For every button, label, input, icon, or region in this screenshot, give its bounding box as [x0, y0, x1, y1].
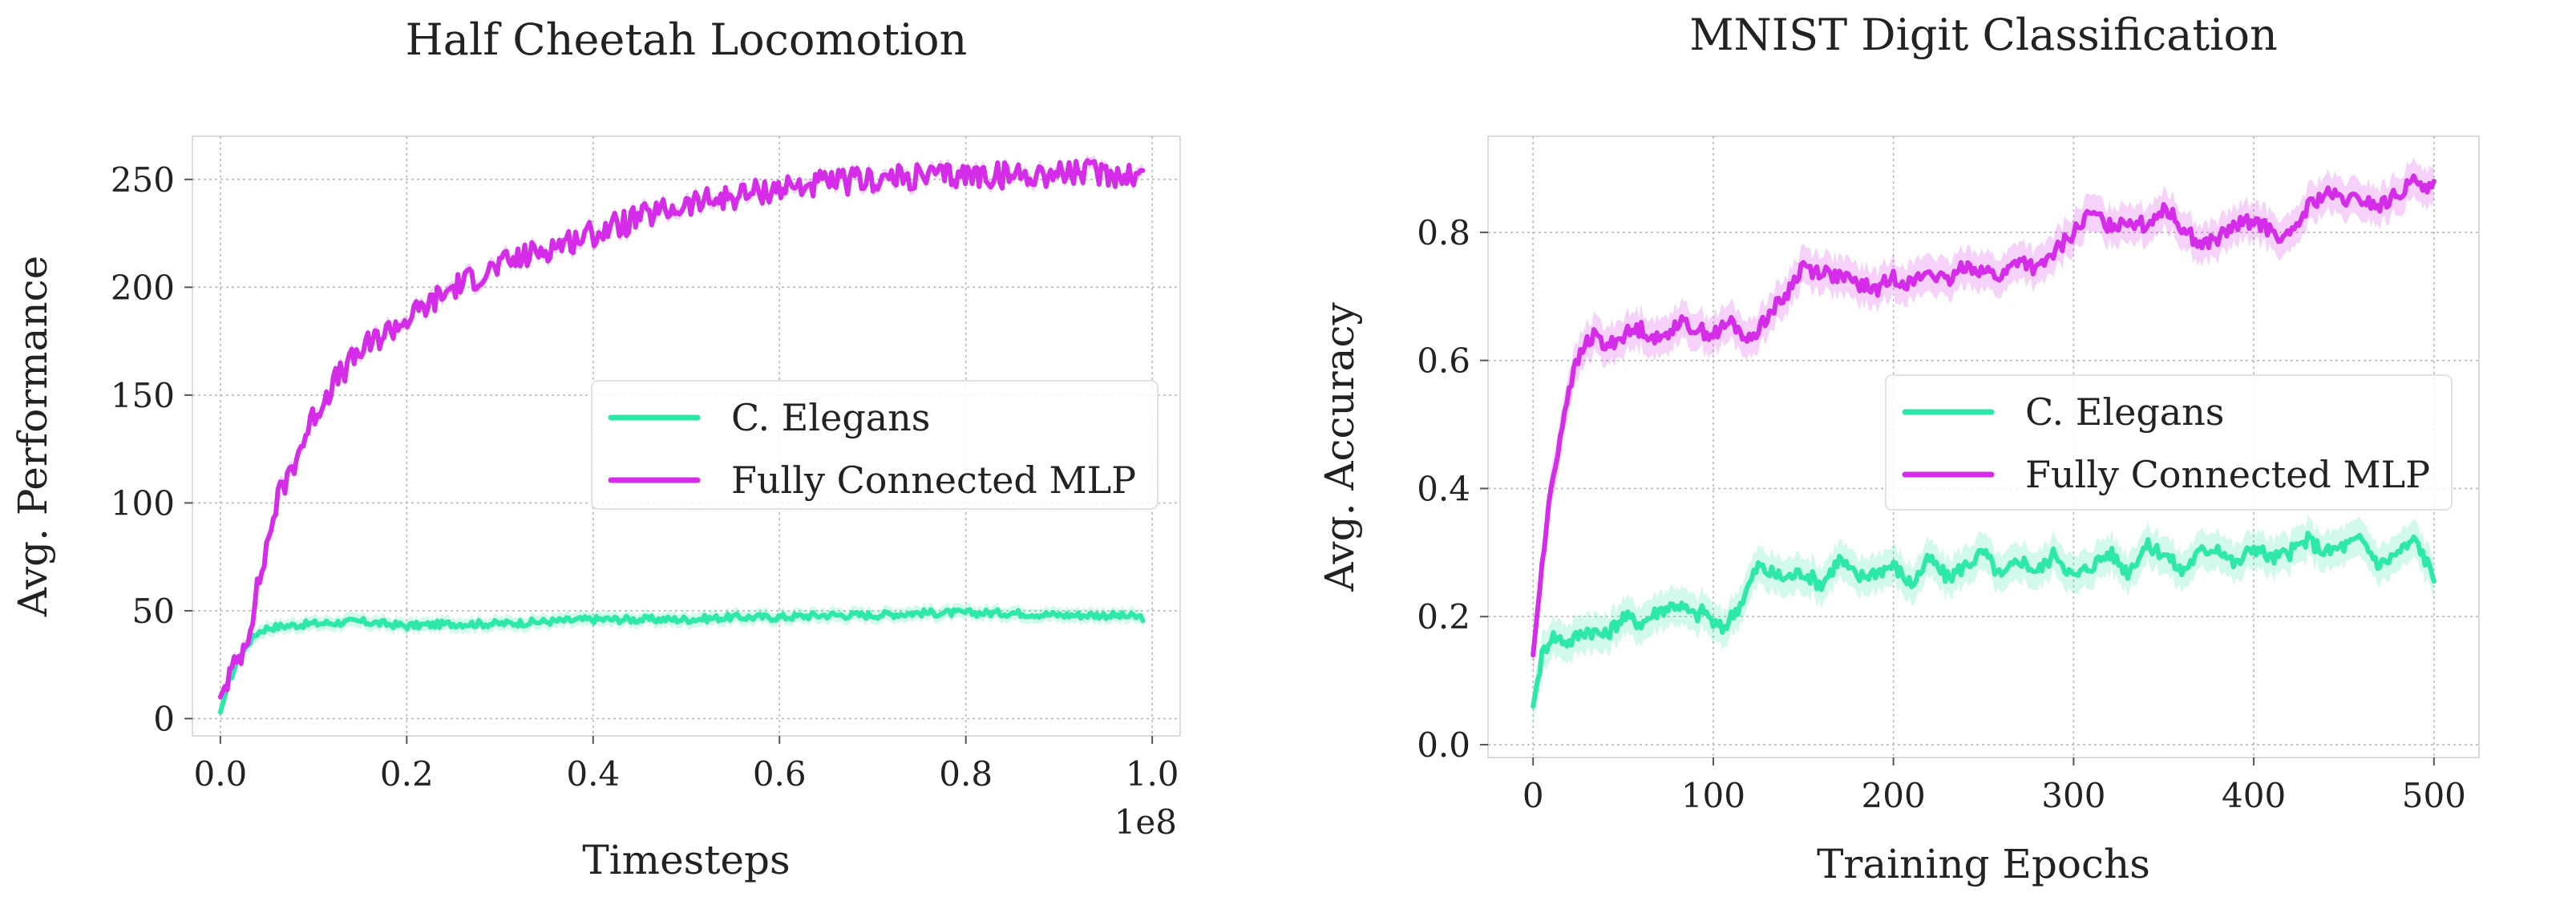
y-tick-label: 200: [111, 268, 175, 307]
legend-entry-label: Fully Connected MLP: [2025, 453, 2430, 496]
y-tick-label: 0.2: [1417, 597, 1470, 636]
series-band-mlp: [220, 154, 1143, 704]
x-tick-label: 0.8: [939, 754, 993, 794]
y-tick-label: 0.6: [1417, 341, 1470, 381]
plot-area-frame: [1487, 135, 2480, 758]
series-band-c-elegans: [220, 602, 1143, 720]
y-axis-label: Avg. Performance: [10, 256, 56, 618]
chart-panel-2: 0 100 200 300 400 500 0.0 0.2 0.4 0.6 0.8 MNIST Dig…: [1316, 10, 2480, 887]
x-axis-label: Timesteps: [582, 837, 790, 883]
y-tick-label: 50: [132, 592, 175, 631]
series-line-mlp: [217, 158, 1146, 700]
x-axis-label: Training Epochs: [1817, 841, 2150, 887]
x-tick-label: 300: [2041, 776, 2105, 815]
x-tick-label: 0.2: [380, 754, 434, 794]
x-tick-label: 0: [1523, 776, 1544, 815]
series-band-mlp: [1533, 157, 2434, 674]
x-tick-label: 0.6: [753, 754, 807, 794]
legend-entry-label: Fully Connected MLP: [731, 459, 1136, 502]
series-line-c-elegans: [1531, 530, 2436, 709]
y-tick-label: 150: [111, 376, 175, 415]
legend-entry-label: C. Elegans: [731, 396, 930, 439]
series-line-c-elegans: [217, 607, 1146, 715]
x-tick-label: 500: [2402, 776, 2466, 815]
plot-area-frame: [192, 135, 1181, 737]
x-offset-label: 1e8: [1114, 802, 1177, 842]
x-tick-label: 100: [1681, 776, 1745, 815]
legend: C. Elegans Fully Connected MLP: [591, 380, 1159, 510]
legend: C. Elegans Fully Connected MLP: [1885, 374, 2453, 511]
y-tick-label: 0.8: [1417, 213, 1470, 252]
y-axis-label: Avg. Accuracy: [1316, 302, 1363, 592]
chart-panel-1: 0.0 0.2 0.4 0.6 0.8 1.0 0 50 100 150 200 250 Half Ch…: [10, 14, 1181, 883]
legend-box: [1885, 374, 2453, 511]
y-tick-label: 100: [111, 483, 175, 523]
x-tick-label: 400: [2222, 776, 2286, 815]
x-tick-label: 0.0: [193, 754, 247, 794]
y-tick-label: 0.4: [1417, 469, 1470, 508]
chart-title: Half Cheetah Locomotion: [406, 14, 968, 65]
legend-entry-label: C. Elegans: [2025, 390, 2224, 434]
x-tick-label: 1.0: [1126, 754, 1179, 794]
x-tick-label: 200: [1862, 776, 1926, 815]
x-tick-label: 0.4: [566, 754, 620, 794]
chart-title: MNIST Digit Classification: [1689, 10, 2278, 60]
y-tick-label: 250: [111, 160, 175, 200]
legend-box: [591, 380, 1159, 510]
y-tick-label: 0: [153, 699, 175, 738]
y-tick-label: 0.0: [1417, 725, 1470, 765]
series-line-mlp: [1531, 173, 2436, 658]
